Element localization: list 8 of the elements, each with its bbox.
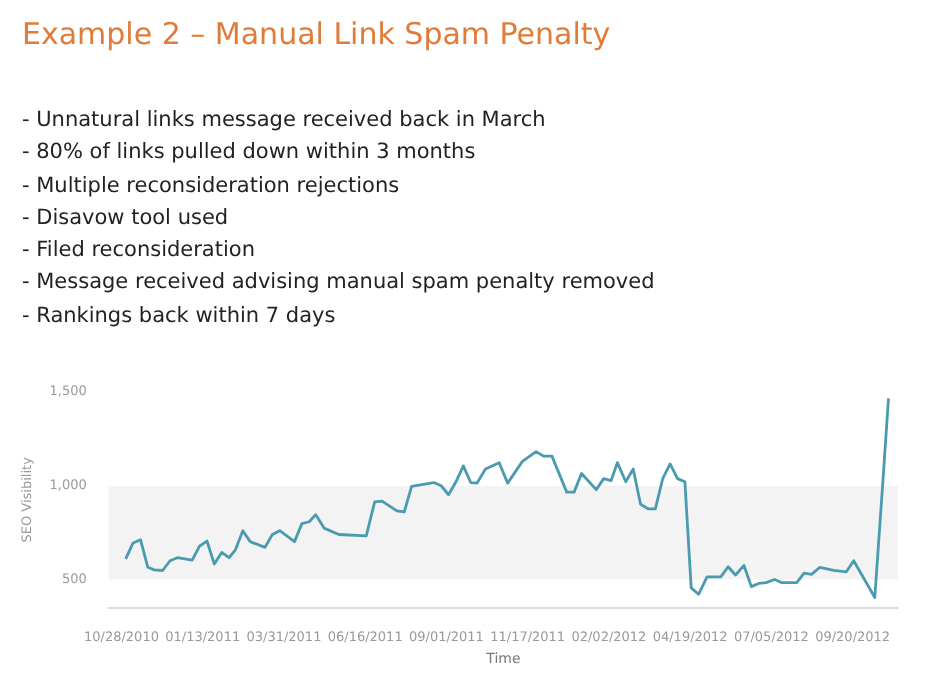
text: - Multiple reconsideration rejections: [22, 171, 402, 202]
text: - Message received advising manual spam penalty removed: [22, 268, 655, 299]
text: - 80% of links pulled down within 3 months: [22, 138, 478, 169]
text: - Rankings back within 7 days: [22, 301, 338, 332]
chart-title: Example 2 – Manual Link Spam Penalty: [22, 16, 611, 52]
text: - Filed reconsideration: [22, 236, 257, 267]
text: - Disavow tool used: [22, 203, 231, 234]
text: - Unnatural links message received back in March: [22, 106, 548, 136]
